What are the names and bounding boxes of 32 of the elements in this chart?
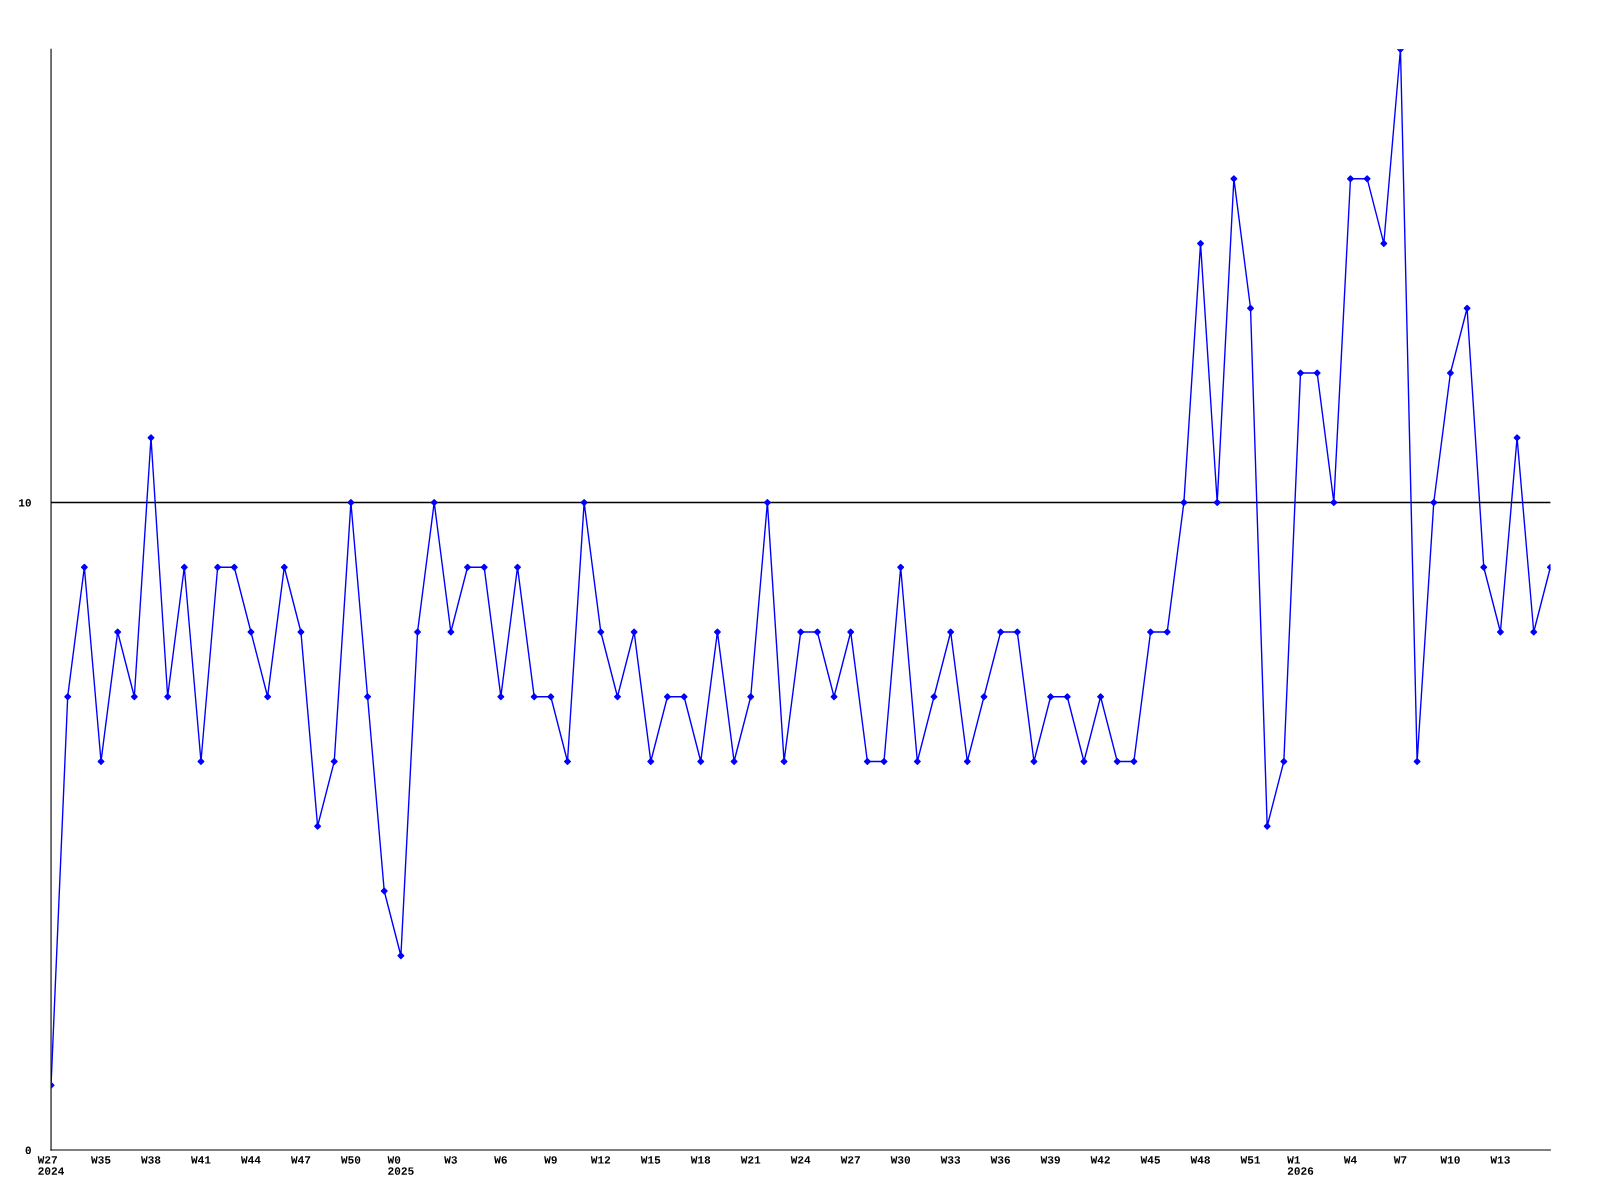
y-tick-label: 10	[19, 499, 31, 507]
x-tick-label: W6	[494, 1156, 507, 1164]
x-tick-label: W3	[444, 1156, 457, 1164]
x-tick-label: W35	[91, 1156, 111, 1164]
x-tick-label: W36	[990, 1156, 1011, 1164]
x-tick-label: W0 2025	[387, 1156, 414, 1175]
x-tick-label: W50	[340, 1156, 361, 1164]
x-tick-label: W41	[190, 1156, 211, 1164]
x-tick-label: W38	[140, 1156, 161, 1164]
x-tick-label: W45	[1140, 1156, 1160, 1164]
x-tick-label: W7	[1393, 1156, 1407, 1164]
x-tick-label: W10	[1440, 1156, 1460, 1164]
x-tick-label: W18	[690, 1156, 711, 1164]
x-tick-label: W39	[1040, 1156, 1060, 1164]
x-tick-label: W24	[790, 1156, 811, 1164]
x-tick-label: W48	[1190, 1156, 1210, 1164]
x-tick-label: W44	[240, 1156, 261, 1164]
x-tick-label: W4	[1343, 1156, 1357, 1164]
x-tick-label: W30	[890, 1156, 911, 1164]
x-tick-label: W47	[290, 1156, 311, 1164]
x-tick-label: W1 2026	[1287, 1156, 1314, 1175]
y-tick-label: 0	[25, 1146, 31, 1155]
x-tick-label: W42	[1090, 1156, 1110, 1164]
x-tick-label: W33	[940, 1156, 961, 1164]
x-tick-label: W13	[1490, 1156, 1510, 1164]
x-tick-label: W21	[740, 1156, 761, 1164]
x-tick-label: W27 2024	[37, 1156, 65, 1175]
x-tick-label: W15	[640, 1156, 661, 1164]
x-tick-label: W27	[840, 1156, 860, 1164]
x-tick-label: W51	[1240, 1156, 1261, 1164]
x-tick-label: W9	[544, 1156, 557, 1164]
x-tick-label: W12	[590, 1156, 611, 1164]
